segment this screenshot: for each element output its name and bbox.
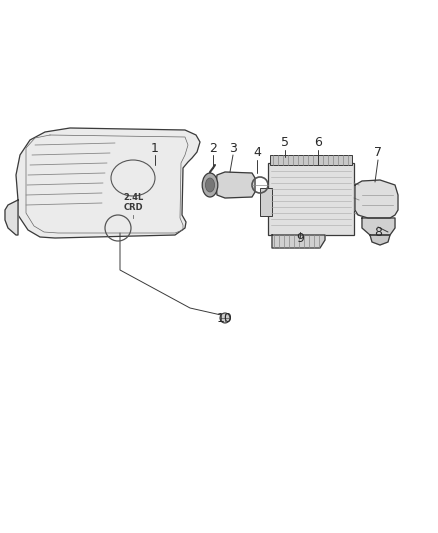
- Polygon shape: [16, 128, 200, 238]
- Text: 2: 2: [209, 141, 217, 155]
- Polygon shape: [355, 180, 398, 218]
- Text: 9: 9: [296, 231, 304, 245]
- Text: 5: 5: [281, 136, 289, 149]
- Polygon shape: [272, 235, 325, 248]
- FancyBboxPatch shape: [268, 163, 354, 235]
- Polygon shape: [216, 172, 255, 198]
- Text: CRD: CRD: [123, 204, 143, 213]
- FancyBboxPatch shape: [260, 188, 272, 216]
- Polygon shape: [5, 200, 18, 235]
- Text: 4: 4: [253, 147, 261, 159]
- Circle shape: [220, 313, 230, 323]
- Polygon shape: [362, 218, 395, 235]
- Polygon shape: [370, 235, 390, 245]
- Ellipse shape: [202, 173, 218, 197]
- FancyBboxPatch shape: [270, 155, 352, 165]
- Text: 8: 8: [374, 227, 382, 239]
- Text: 2.4L: 2.4L: [123, 193, 143, 203]
- Text: 6: 6: [314, 136, 322, 149]
- Text: 1: 1: [151, 141, 159, 155]
- Text: 10: 10: [217, 311, 233, 325]
- Ellipse shape: [205, 178, 215, 192]
- Text: 7: 7: [374, 147, 382, 159]
- Text: 3: 3: [229, 141, 237, 155]
